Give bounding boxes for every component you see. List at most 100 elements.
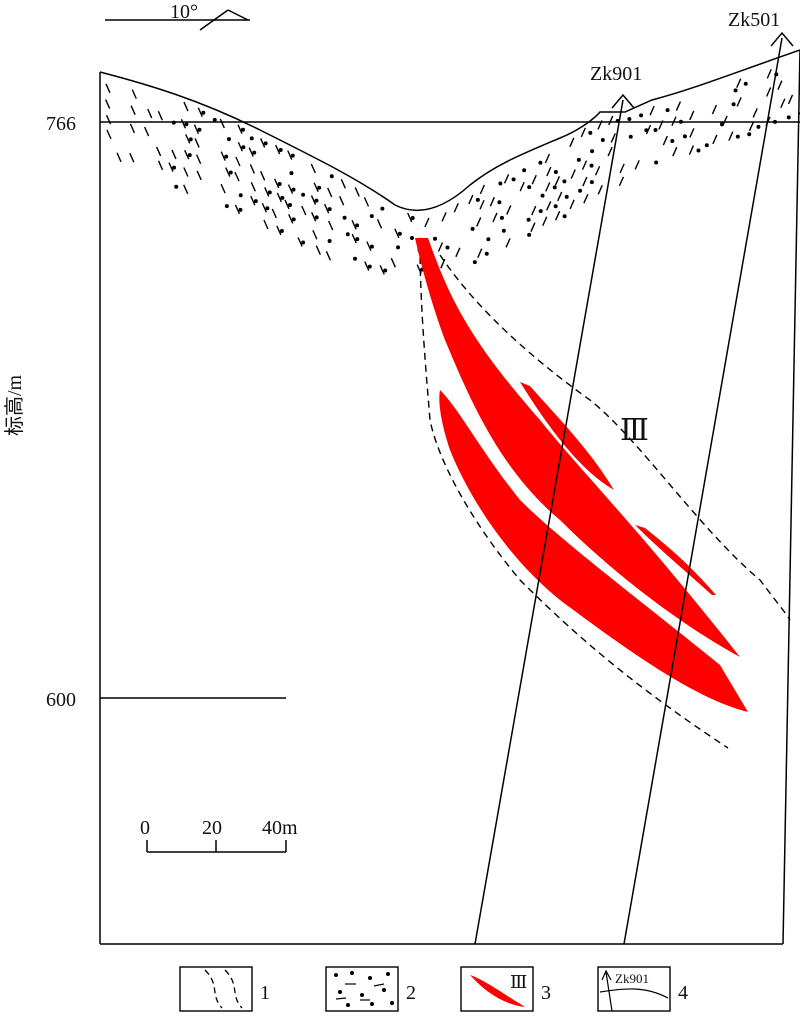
zone-dash xyxy=(105,99,111,109)
zone-dash xyxy=(505,238,511,248)
zone-dot xyxy=(397,231,402,236)
zone-dash xyxy=(394,228,400,239)
zone-dash xyxy=(544,153,551,164)
orebody-lower xyxy=(439,390,748,712)
zone-dot xyxy=(445,245,450,250)
zone-dot xyxy=(588,130,593,135)
zone-dash xyxy=(250,182,256,192)
zone-dash xyxy=(477,248,483,258)
zone-dot xyxy=(562,179,567,184)
zone-dash xyxy=(441,212,447,222)
elevation-label-766: 766 xyxy=(46,113,76,135)
zone-dash xyxy=(157,110,163,121)
scale-bar xyxy=(146,840,287,853)
zone-dash xyxy=(197,107,203,118)
ground-surface xyxy=(99,49,800,211)
zone-dot xyxy=(224,154,229,159)
zone-dot xyxy=(654,160,659,165)
zone-dash xyxy=(437,242,444,252)
legend-label-3: Ⅲ xyxy=(510,972,527,992)
zone-dash xyxy=(130,105,136,116)
zone-dot xyxy=(252,150,257,155)
zone-dash xyxy=(195,154,202,165)
alteration-halo xyxy=(419,244,791,749)
zone-dash xyxy=(301,205,307,216)
zk901-arrow xyxy=(611,93,635,109)
boreholes xyxy=(474,31,794,945)
zone-dash xyxy=(610,133,616,143)
zone-dash xyxy=(407,212,413,223)
zone-dot xyxy=(289,171,294,176)
zone-dot xyxy=(410,216,415,221)
zone-dot xyxy=(589,163,594,168)
zone-dash xyxy=(351,233,357,244)
orebody-upper xyxy=(520,382,614,490)
zone-dash xyxy=(618,176,625,187)
zone-dot xyxy=(345,232,350,237)
zone-dot xyxy=(511,177,516,182)
zone-dot xyxy=(743,81,748,86)
zone-dot xyxy=(380,206,385,211)
section-frame xyxy=(99,49,800,945)
zone-dash xyxy=(479,199,485,210)
zone-dash xyxy=(777,80,783,91)
zone-dot xyxy=(226,137,231,142)
zone-dot xyxy=(484,251,489,256)
zone-dash xyxy=(658,120,664,130)
zone-dash xyxy=(569,137,575,148)
elevation-lines: 766 600 xyxy=(46,113,800,711)
zone-dot xyxy=(277,181,282,186)
zone-dash xyxy=(313,182,319,193)
zone-dash xyxy=(225,167,231,177)
zone-dash xyxy=(722,115,728,126)
zone-dot xyxy=(329,174,334,179)
zone-dash xyxy=(249,164,256,174)
orientation-angle: 10° xyxy=(170,1,198,23)
zone-dash xyxy=(248,147,254,157)
zone-dot xyxy=(472,260,477,265)
zone-dash xyxy=(634,160,640,170)
zone-dash xyxy=(531,174,537,185)
zone-dot xyxy=(212,117,217,122)
zone-dash xyxy=(581,160,588,170)
zone-dot xyxy=(538,209,543,214)
zone-dot xyxy=(314,215,319,220)
zone-dot xyxy=(553,204,558,209)
zone-dash xyxy=(220,183,226,194)
zone-dash xyxy=(260,171,266,181)
scale-tick-0: 0 xyxy=(140,817,150,839)
zone-dash xyxy=(297,237,303,247)
zone-dot xyxy=(184,122,189,127)
zone-dash xyxy=(468,194,474,205)
zone-dash xyxy=(287,150,293,160)
orientation-marker: 10° xyxy=(105,1,250,31)
zone-dash xyxy=(379,265,385,275)
legend-item-4 xyxy=(597,966,671,1012)
zone-dot xyxy=(396,245,401,250)
zone-dot xyxy=(355,223,360,228)
zone-dot xyxy=(578,188,583,193)
zone-dot xyxy=(369,214,374,219)
zone-dash xyxy=(157,160,164,171)
scale-tick-20: 20 xyxy=(202,817,222,839)
zone-dot xyxy=(527,185,532,190)
zone-dash xyxy=(263,219,269,230)
zone-dash xyxy=(310,163,316,174)
zone-dash xyxy=(194,138,200,148)
zone-dash xyxy=(220,151,226,161)
zone-dash xyxy=(264,187,270,197)
zone-dot xyxy=(499,215,504,220)
zone-dot xyxy=(241,145,246,150)
zone-dot xyxy=(627,117,632,122)
zone-dash xyxy=(106,129,112,140)
zone-dot xyxy=(704,143,709,148)
zone-dash xyxy=(672,146,678,157)
zone-dash xyxy=(260,138,266,148)
zone-dash xyxy=(183,101,189,112)
zone-dash xyxy=(131,89,137,99)
zone-dot xyxy=(367,264,372,269)
zone-dash xyxy=(235,156,241,167)
zone-dash xyxy=(582,176,588,187)
zone-dash xyxy=(147,108,153,119)
zone-dash xyxy=(185,134,191,144)
